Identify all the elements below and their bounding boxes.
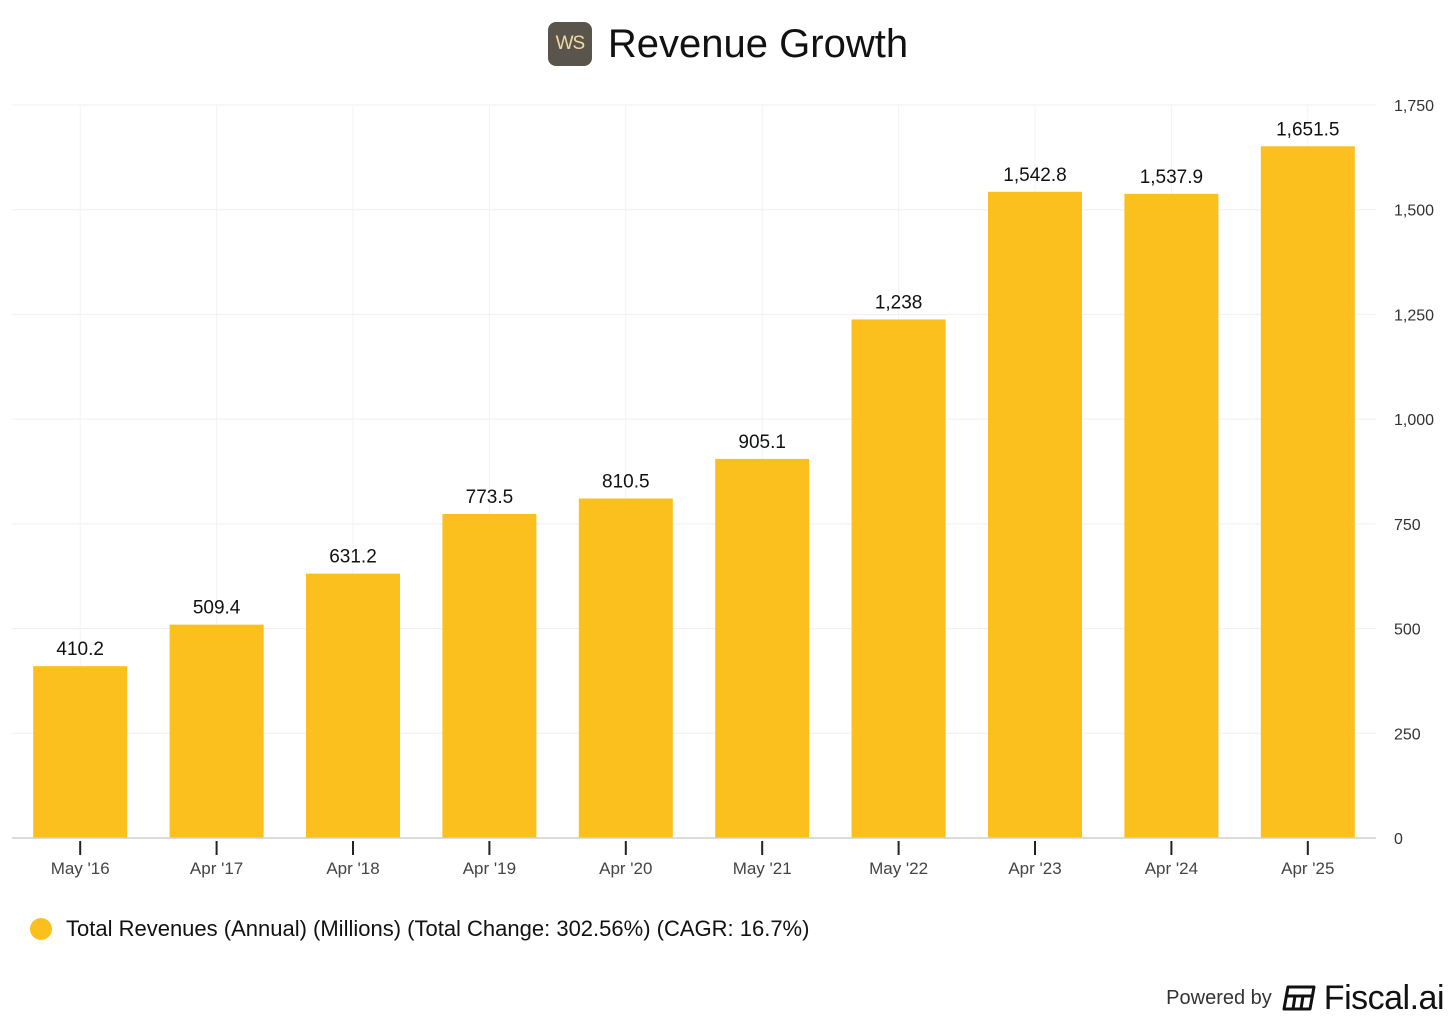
x-tick-label: May '21 [733,859,792,878]
powered-by-text: Powered by [1166,986,1272,1009]
y-tick-label: 0 [1394,831,1403,848]
bar[interactable] [169,624,264,838]
legend-swatch [30,918,52,940]
y-tick-label: 1,250 [1394,307,1434,324]
bar-value-label: 410.2 [56,639,104,660]
y-tick-label: 1,500 [1394,203,1434,220]
chart-header: WS Revenue Growth [0,14,1456,74]
bar[interactable] [33,666,128,838]
fiscal-logo[interactable]: Fiscal.ai [1282,978,1445,1018]
y-tick-label: 1,000 [1394,412,1434,429]
x-tick-label: Apr '19 [463,859,516,878]
bar-value-label: 773.5 [466,487,514,508]
ws-logo: WS [547,22,592,66]
x-tick-label: Apr '23 [1008,859,1061,878]
bar-value-label: 1,651.5 [1276,119,1339,140]
revenue-bar-chart: 410.2 509.4 631.2 773.5 810.5 905.1 1,238 1,542… [12,98,1434,878]
bar-value-label: 905.1 [738,432,786,453]
y-tick-label: 250 [1394,726,1421,743]
y-tick-label: 750 [1394,517,1421,534]
x-tick-label: Apr '24 [1145,859,1198,878]
legend-label: Total Revenues (Annual) (Millions) (Tota… [66,916,810,941]
x-tick-label: Apr '18 [326,859,379,878]
x-tick-label: Apr '20 [599,859,652,878]
fiscal-brand-text: Fiscal.ai [1323,978,1445,1017]
footer: Powered by Fiscal.ai [1166,976,1444,1020]
y-tick-label: 500 [1394,622,1421,639]
bar[interactable] [1124,193,1219,838]
bar[interactable] [578,498,673,838]
x-tick-label: Apr '25 [1281,859,1334,878]
legend[interactable]: Total Revenues (Annual) (Millions) (Tota… [30,912,809,946]
bar[interactable] [988,191,1082,838]
x-tick-label: May '16 [51,859,110,878]
bar-value-label: 631.2 [329,547,377,568]
bar[interactable] [715,458,810,838]
bar[interactable] [306,573,400,838]
bar[interactable] [442,514,537,838]
bar[interactable] [851,319,946,839]
bar-value-label: 1,537.9 [1140,167,1203,188]
chart-title: Revenue Growth [607,21,909,66]
bar[interactable] [1260,146,1355,838]
bar-value-label: 810.5 [602,472,650,493]
bar-value-label: 509.4 [193,598,241,619]
y-tick-label: 1,750 [1394,98,1434,115]
fiscal-logo-icon [1282,985,1316,1011]
bar-value-label: 1,238 [875,292,923,313]
x-tick-label: May '22 [869,859,928,878]
bar-value-label: 1,542.8 [1003,165,1066,186]
x-tick-label: Apr '17 [190,859,243,878]
